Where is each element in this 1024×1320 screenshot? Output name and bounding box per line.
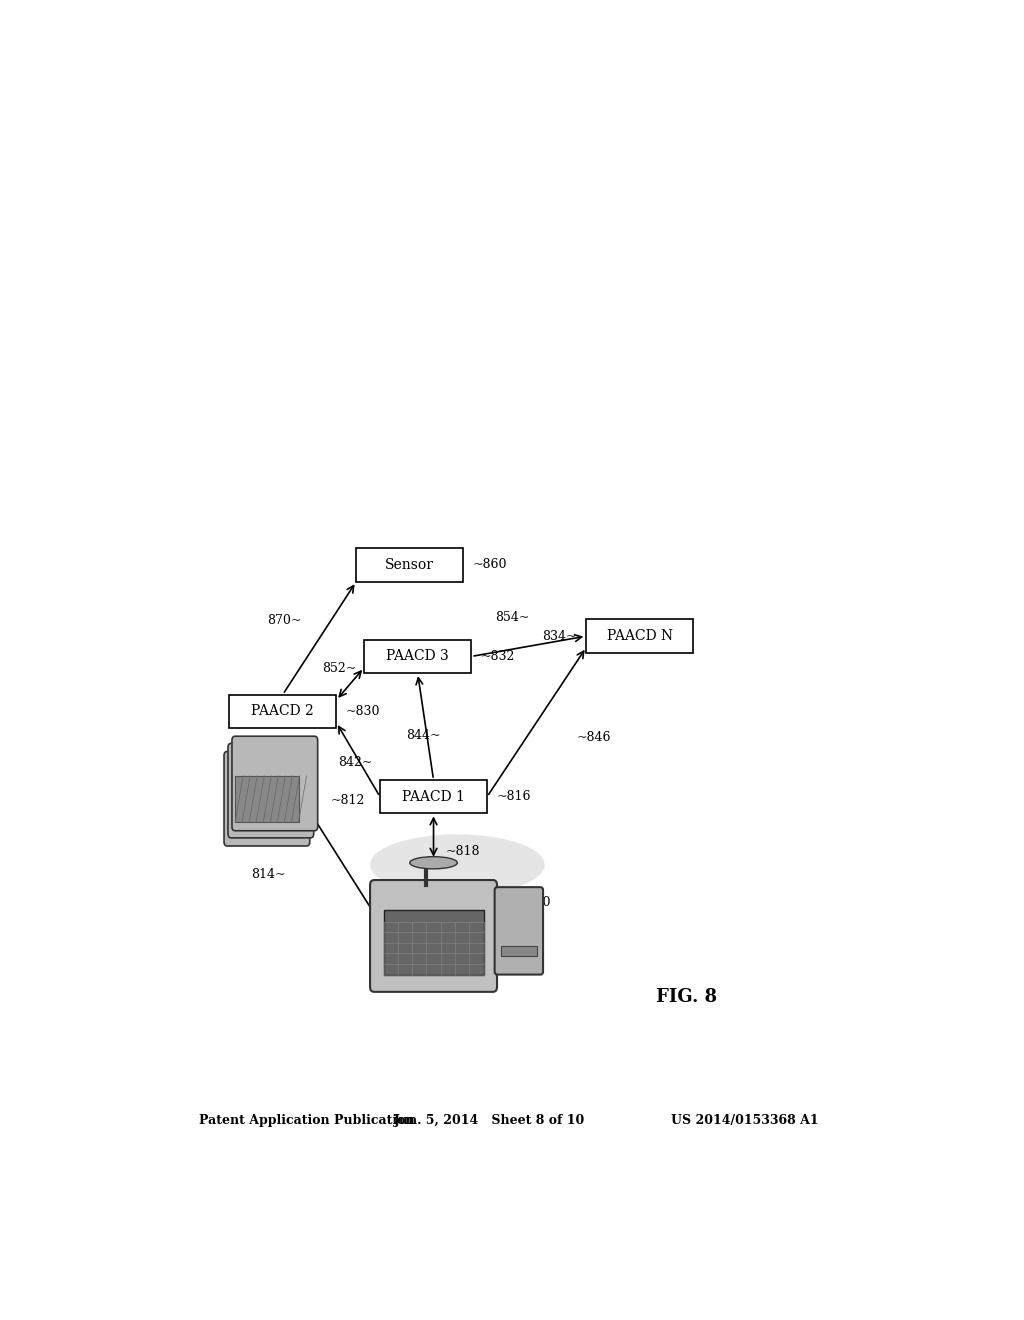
Text: Sensor: Sensor [385, 558, 434, 572]
Text: ~846: ~846 [577, 731, 611, 744]
Text: ~816: ~816 [497, 791, 531, 803]
Text: ~810: ~810 [517, 896, 551, 909]
Text: Patent Application Publication: Patent Application Publication [200, 1114, 415, 1127]
Text: FIG. 8: FIG. 8 [655, 987, 717, 1006]
Text: 870~: 870~ [267, 614, 301, 627]
FancyBboxPatch shape [384, 909, 483, 974]
FancyBboxPatch shape [495, 887, 543, 974]
Text: ~830: ~830 [346, 705, 380, 718]
Text: 854~: 854~ [495, 611, 529, 624]
FancyBboxPatch shape [236, 776, 299, 821]
Text: Jun. 5, 2014   Sheet 8 of 10: Jun. 5, 2014 Sheet 8 of 10 [393, 1114, 585, 1127]
Bar [356, 548, 463, 582]
Bar [229, 694, 336, 729]
Ellipse shape [370, 834, 545, 895]
Bar [380, 780, 487, 813]
Bar [587, 619, 693, 653]
Text: 844~: 844~ [406, 729, 440, 742]
Text: ~818: ~818 [445, 845, 480, 858]
FancyBboxPatch shape [224, 751, 309, 846]
FancyBboxPatch shape [228, 743, 313, 838]
Text: ~832: ~832 [480, 649, 515, 663]
Text: PAACD 3: PAACD 3 [386, 649, 450, 664]
Text: ~812: ~812 [331, 795, 365, 808]
Bar [365, 640, 471, 673]
Ellipse shape [410, 857, 458, 869]
Text: 842~: 842~ [338, 755, 373, 768]
Text: 834~: 834~ [543, 630, 577, 643]
FancyBboxPatch shape [370, 880, 497, 991]
FancyBboxPatch shape [232, 737, 317, 830]
Text: 814~: 814~ [251, 869, 286, 882]
Text: 852~: 852~ [323, 663, 356, 675]
Text: PAACD N: PAACD N [607, 630, 673, 643]
Text: PAACD 2: PAACD 2 [251, 705, 314, 718]
Text: US 2014/0153368 A1: US 2014/0153368 A1 [671, 1114, 818, 1127]
Text: PAACD 1: PAACD 1 [402, 789, 465, 804]
Text: ~860: ~860 [473, 558, 507, 572]
FancyBboxPatch shape [501, 946, 537, 956]
